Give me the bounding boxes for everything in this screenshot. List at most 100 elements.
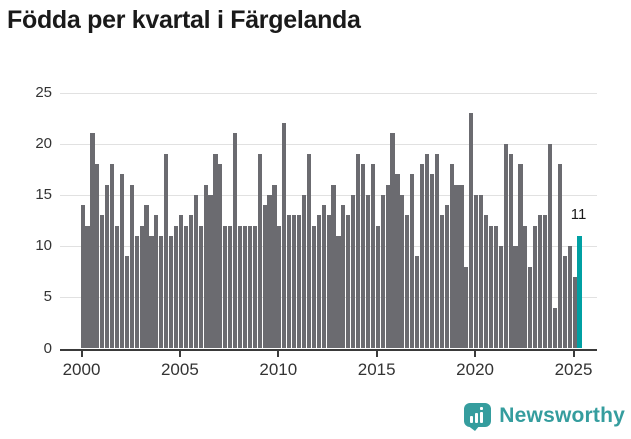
bar[interactable]: [370, 164, 375, 349]
bar[interactable]: [444, 205, 449, 349]
bar[interactable]: [419, 164, 425, 349]
bar[interactable]: [375, 225, 380, 349]
bar[interactable]: [488, 225, 494, 349]
bar[interactable]: [80, 205, 85, 349]
bar[interactable]: [282, 123, 287, 349]
bar[interactable]: [542, 215, 548, 349]
bar[interactable]: [439, 215, 444, 349]
bar[interactable]: [262, 205, 267, 349]
bar[interactable]: [257, 153, 262, 349]
bar[interactable]: [410, 174, 415, 349]
bar[interactable]: [252, 225, 257, 349]
bar[interactable]: [90, 133, 95, 349]
bar[interactable]: [360, 164, 366, 349]
bar[interactable]: [237, 225, 243, 349]
bar[interactable]: [331, 184, 336, 349]
bar[interactable]: [365, 194, 371, 349]
bar[interactable]: [114, 225, 120, 349]
bar[interactable]: [134, 235, 139, 349]
bar[interactable]: [380, 194, 385, 349]
bar[interactable]: [405, 215, 410, 349]
bar[interactable]: [321, 205, 326, 349]
bar[interactable]: [572, 276, 577, 349]
bar[interactable]: [503, 143, 508, 349]
bar[interactable]: [203, 184, 208, 349]
bar[interactable]: [296, 215, 302, 349]
bar[interactable]: [193, 194, 198, 349]
bar[interactable]: [169, 235, 174, 349]
bar[interactable]: [528, 266, 533, 349]
bar[interactable]: [390, 133, 395, 349]
bar[interactable]: [95, 164, 100, 349]
bar[interactable]: [124, 256, 129, 349]
bar[interactable]: [119, 174, 125, 349]
bar[interactable]: [213, 153, 218, 349]
bar[interactable]: [159, 235, 164, 349]
bar[interactable]: [188, 215, 193, 349]
bar[interactable]: [547, 143, 553, 349]
bar[interactable]: [567, 246, 572, 349]
bar[interactable]: [311, 225, 316, 349]
newsworthy-logo[interactable]: Newsworthy: [464, 401, 625, 431]
bar-highlighted-latest[interactable]: [577, 235, 582, 349]
bar[interactable]: [287, 215, 292, 349]
bar[interactable]: [454, 184, 459, 349]
bar[interactable]: [538, 215, 543, 349]
bar[interactable]: [351, 194, 356, 349]
bar[interactable]: [233, 133, 238, 349]
bar[interactable]: [139, 225, 144, 349]
bar[interactable]: [326, 215, 331, 349]
bar[interactable]: [429, 174, 434, 349]
bar[interactable]: [301, 194, 307, 349]
bar[interactable]: [316, 215, 321, 349]
bar[interactable]: [341, 205, 346, 349]
bar[interactable]: [223, 225, 228, 349]
bar[interactable]: [110, 164, 115, 349]
bar[interactable]: [149, 235, 154, 349]
bar[interactable]: [400, 194, 405, 349]
bar[interactable]: [173, 225, 179, 349]
bar[interactable]: [247, 225, 252, 349]
bar[interactable]: [105, 184, 110, 349]
bar[interactable]: [474, 194, 479, 349]
bar[interactable]: [464, 266, 469, 349]
bar[interactable]: [523, 225, 528, 349]
bar[interactable]: [129, 184, 134, 349]
bar[interactable]: [533, 225, 538, 349]
bar[interactable]: [356, 153, 361, 349]
bar[interactable]: [424, 153, 430, 349]
bar[interactable]: [144, 205, 149, 349]
bar[interactable]: [277, 225, 282, 349]
bar[interactable]: [493, 225, 498, 349]
bar[interactable]: [385, 184, 390, 349]
bar[interactable]: [562, 256, 567, 349]
bar[interactable]: [459, 184, 464, 349]
bar[interactable]: [85, 225, 90, 349]
bar[interactable]: [198, 225, 203, 349]
bar[interactable]: [100, 215, 105, 349]
bar[interactable]: [154, 215, 159, 349]
bar[interactable]: [306, 153, 311, 349]
bar[interactable]: [346, 215, 351, 349]
bar[interactable]: [242, 225, 248, 349]
bar[interactable]: [508, 153, 513, 349]
bar[interactable]: [395, 174, 400, 349]
bar[interactable]: [498, 246, 503, 349]
bar[interactable]: [218, 164, 223, 349]
bar[interactable]: [557, 164, 562, 349]
bar[interactable]: [483, 215, 489, 349]
bar[interactable]: [518, 164, 523, 349]
bar[interactable]: [292, 215, 297, 349]
bar[interactable]: [469, 112, 474, 349]
bar[interactable]: [434, 153, 439, 349]
bar[interactable]: [272, 184, 277, 349]
bar[interactable]: [415, 256, 420, 349]
bar[interactable]: [336, 235, 341, 349]
bar[interactable]: [267, 194, 272, 349]
bar[interactable]: [183, 225, 188, 349]
bar[interactable]: [552, 307, 557, 349]
bar[interactable]: [479, 194, 484, 349]
bar[interactable]: [164, 153, 169, 349]
bar[interactable]: [228, 225, 233, 349]
bar[interactable]: [449, 164, 454, 349]
